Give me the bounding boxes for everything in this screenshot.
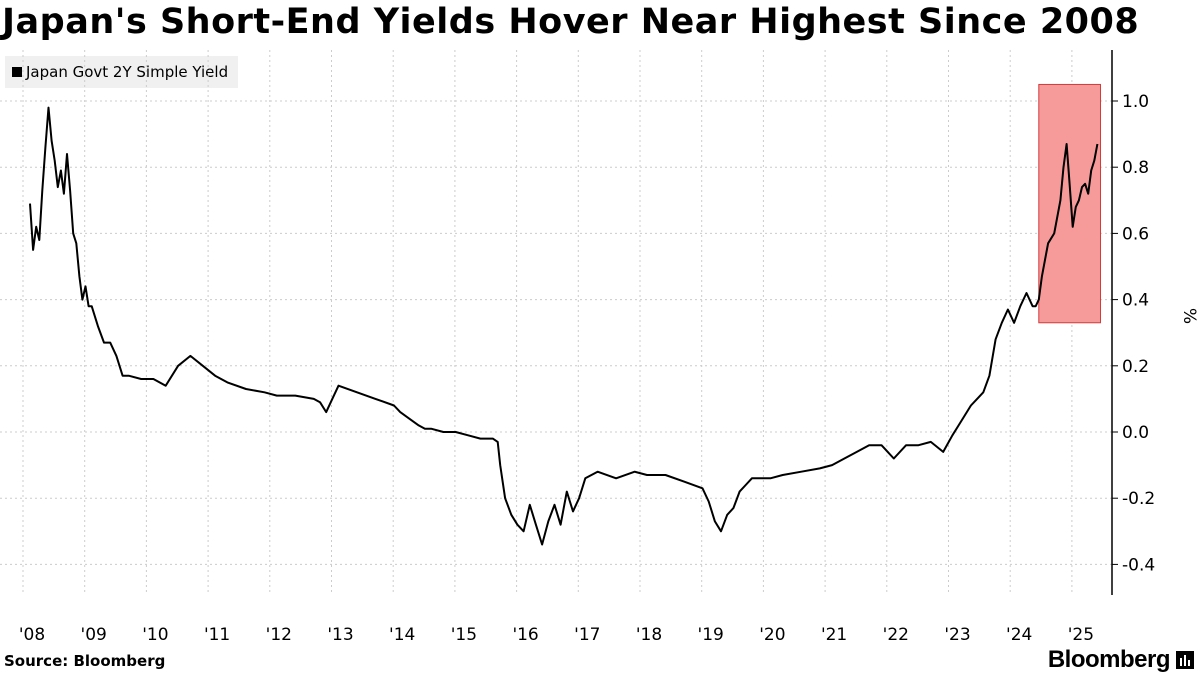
highlight-region (1038, 83, 1101, 324)
source-note: Source: Bloomberg (4, 652, 166, 670)
x-tick-label: '25 (1068, 625, 1094, 645)
x-tick-label: '23 (944, 625, 970, 645)
legend: Japan Govt 2Y Simple Yield (5, 56, 239, 88)
x-tick-label: '16 (512, 625, 538, 645)
x-tick-label: '18 (636, 625, 662, 645)
x-tick-label: '22 (883, 625, 909, 645)
y-tick-label: 0.0 (1122, 423, 1149, 443)
y-axis-label: % (1179, 308, 1199, 324)
y-tick-label: 0.8 (1122, 158, 1149, 178)
x-tick-label: '21 (821, 625, 847, 645)
chart-title: Japan's Short-End Yields Hover Near High… (2, 2, 1140, 42)
y-tick-label: 0.4 (1122, 291, 1149, 311)
x-tick-label: '24 (1006, 625, 1032, 645)
legend-label: Japan Govt 2Y Simple Yield (26, 63, 229, 81)
x-tick-label: '14 (389, 625, 415, 645)
y-tick-label: -0.2 (1122, 489, 1155, 509)
x-tick-label: '13 (327, 625, 353, 645)
legend-swatch (12, 67, 22, 77)
series-layer (29, 106, 1099, 546)
y-tick-label: 1.0 (1122, 92, 1149, 112)
highlight-rect (1038, 83, 1101, 324)
x-tick-label: '19 (698, 625, 724, 645)
y-tick-label: 0.6 (1122, 224, 1149, 244)
grid-lines (0, 50, 1112, 595)
series-line-japan-2y (29, 106, 1099, 546)
y-tick-label: -0.4 (1122, 555, 1155, 575)
brand-logo: Bloomberg (1048, 646, 1194, 674)
x-tick-label: '11 (204, 625, 230, 645)
brand-text: Bloomberg (1047, 646, 1171, 673)
x-axis: '08 '09 '10 '11 '12 '13 '14 '15 '16 '17 '18 '19 '20 '… (19, 625, 1094, 645)
x-tick-label: '10 (142, 625, 168, 645)
y-axis: -0.4 -0.2 0.0 0.2 0.4 0.6 0.8 1.0% (1111, 50, 1199, 595)
y-tick-label: 0.2 (1122, 357, 1149, 377)
x-tick-label: '12 (266, 625, 292, 645)
x-tick-label: '15 (451, 625, 477, 645)
x-tick-label: '09 (81, 625, 107, 645)
x-tick-label: '20 (759, 625, 785, 645)
x-tick-label: '17 (574, 625, 600, 645)
bar-chart-icon (1176, 651, 1194, 669)
x-tick-label: '08 (19, 625, 45, 645)
